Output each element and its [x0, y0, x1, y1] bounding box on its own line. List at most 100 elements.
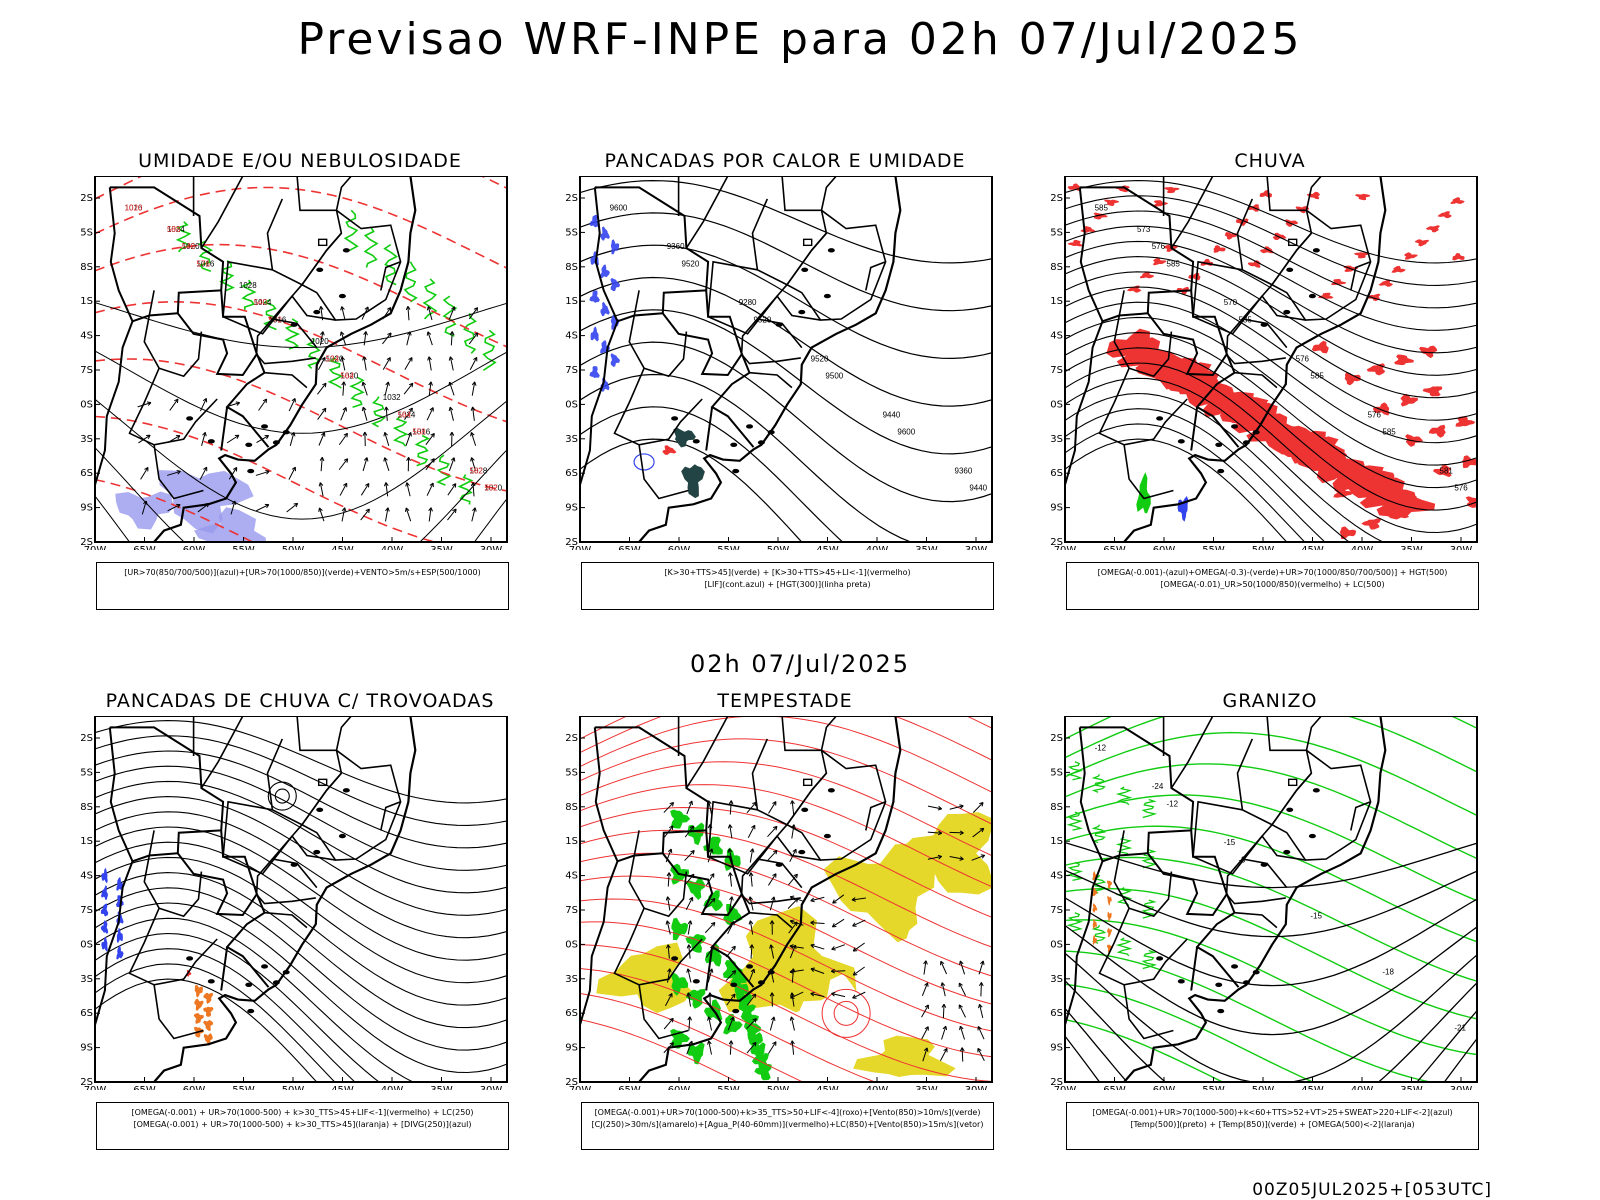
lat-tick-label: 21S — [1050, 296, 1063, 307]
lon-tick-label: 55W — [717, 1085, 740, 1090]
contour-label: 1016 — [412, 427, 430, 436]
contour-label: 1024 — [254, 298, 272, 307]
lon-tick-label: 30W — [1450, 545, 1473, 550]
contour-label: 1016 — [125, 203, 143, 212]
lon-tick-label: 65W — [1103, 545, 1126, 550]
lat-tick-label: 18S — [80, 262, 93, 273]
contour-label: 1024 — [398, 410, 416, 419]
lon-tick-label: 60W — [183, 545, 206, 550]
lon-tick-label: 45W — [1301, 1085, 1324, 1090]
contour-label: 570 — [1224, 298, 1238, 307]
contour-label: 585 — [1382, 427, 1396, 436]
lat-tick-label: 30S — [1050, 939, 1063, 950]
contour-label: 1020 — [125, 203, 143, 212]
contour-label: -21 — [1454, 1024, 1466, 1033]
panel-legend: [UR>70(850/700/500)](azul)+[UR>70(1000/8… — [96, 562, 509, 610]
lat-tick-label: 15S — [80, 767, 93, 778]
lat-tick-label: 18S — [565, 802, 578, 813]
panel-pancadas-trovoadas: PANCADAS DE CHUVA C/ TROVOADAS 12S 15S 18S… — [80, 690, 540, 1170]
contour-label: -24 — [1152, 782, 1164, 791]
contour-label: 576 — [1368, 410, 1382, 419]
contour-label: 573 — [1137, 225, 1151, 234]
lat-tick-label: 15S — [1050, 767, 1063, 778]
lon-tick-label: 40W — [866, 1085, 889, 1090]
panel-title: CHUVA — [1234, 150, 1306, 172]
lat-tick-label: 27S — [80, 905, 93, 916]
contour-label: 1028 — [470, 466, 488, 475]
lat-tick-label: 30S — [565, 399, 578, 410]
lat-tick-label: 36S — [1050, 468, 1063, 479]
contour-label: 1016 — [197, 259, 215, 268]
lat-tick-label: 21S — [565, 836, 578, 847]
lat-tick-label: 24S — [1050, 331, 1063, 342]
lon-tick-label: 65W — [133, 545, 156, 550]
panel-title: GRANIZO — [1222, 690, 1318, 712]
lon-tick-label: 70W — [1054, 545, 1077, 550]
contour-label: 576 — [197, 259, 211, 268]
contour-label: 9360 — [667, 242, 685, 251]
lon-tick-label: 60W — [668, 1085, 691, 1090]
lon-tick-label: 60W — [183, 1085, 206, 1090]
panel-title: UMIDADE E/OU NEBULOSIDADE — [138, 150, 462, 172]
lat-tick-label: 30S — [80, 939, 93, 950]
lat-tick-label: 33S — [565, 974, 578, 985]
lat-tick-label: 30S — [1050, 399, 1063, 410]
lat-tick-label: 42S — [80, 1077, 93, 1088]
contour-label: 1024 — [167, 225, 185, 234]
lat-tick-label: 21S — [565, 296, 578, 307]
map: 12S 15S 18S 21S 24S 27S 30S 33S 36S 39S 42S70W 65W 6… — [80, 716, 508, 1090]
lon-tick-label: 35W — [430, 1085, 453, 1090]
lat-tick-label: 24S — [80, 871, 93, 882]
legend-line: [LIF](cont.azul) + [HGT(300)](linha pret… — [704, 580, 871, 589]
lat-tick-label: 24S — [1050, 871, 1063, 882]
lat-tick-label: 42S — [1050, 1077, 1063, 1088]
contour-label: 534 — [326, 354, 340, 363]
panel-legend: [OMEGA(-0.001)-(azul)+OMEGA(-0.3)-(verde… — [1066, 562, 1479, 610]
lon-tick-label: 50W — [282, 545, 305, 550]
contour-label: 9600 — [610, 203, 628, 212]
lat-tick-label: 33S — [1050, 974, 1063, 985]
lat-tick-label: 30S — [80, 399, 93, 410]
panel-chuva: CHUVA 585 585 585 585 585 576 576 570 576 576 581 5… — [1050, 150, 1510, 630]
page-title: Previsao WRF-INPE para 02h 07/Jul/2025 — [297, 14, 1303, 65]
lat-tick-label: 27S — [565, 365, 578, 376]
lon-tick-label: 35W — [915, 545, 938, 550]
map: -12-12-9-15-18-21-24-1512S15S18S21S24S27… — [1050, 716, 1478, 1090]
legend-line: [UR>70(850/700/500)](azul)+[UR>70(1000/8… — [124, 568, 481, 577]
panel-granizo: GRANIZO -12-12-9-15-18-21-24-1512S15S18S… — [1050, 690, 1510, 1170]
legend-line: [K>30+TTS>45](verde) + [K>30+TTS>45+LI<-… — [664, 568, 911, 577]
contour-label: 576 — [1152, 242, 1166, 251]
contour-label: 9440 — [969, 484, 987, 493]
lon-tick-label: 40W — [1351, 1085, 1374, 1090]
contour-label: 9280 — [739, 298, 757, 307]
lon-tick-label: 45W — [816, 1085, 839, 1090]
lat-tick-label: 18S — [565, 262, 578, 273]
contour-label: -15 — [1310, 911, 1322, 920]
lat-tick-label: 15S — [80, 227, 93, 238]
lat-tick-label: 39S — [565, 503, 578, 514]
panel-legend: [OMEGA(-0.001) + UR>70(1000-500) + k>30_… — [96, 1102, 509, 1150]
legend-line: [OMEGA(-0.001)+UR>70(1000-500)+k<60+TTS>… — [1092, 1108, 1453, 1117]
map: 12S 15S 18S 21S 24S 27S 30S 33S 36S 39S 42S70W 65W 6… — [565, 716, 993, 1090]
panel-legend: [OMEGA(-0.001)+UR>70(1000-500)+k<60+TTS>… — [1066, 1102, 1479, 1150]
lat-tick-label: 42S — [565, 1077, 578, 1088]
lon-tick-label: 45W — [331, 545, 354, 550]
lat-tick-label: 42S — [80, 537, 93, 548]
lat-tick-label: 33S — [1050, 434, 1063, 445]
run-time-label: 00Z05JUL2025+[053UTC] — [1252, 1180, 1492, 1200]
panel-tempestade: TEMPESTADE 12S 15S 18S 21S 24S 27S 30S 33S 36S 39… — [565, 690, 1025, 1170]
lat-tick-label: 30S — [565, 939, 578, 950]
lon-tick-label: 50W — [1252, 1085, 1275, 1090]
contour-label: 576 — [1454, 484, 1468, 493]
map: 1016101610161020101610201020102410201024… — [80, 176, 508, 550]
lat-tick-label: 27S — [80, 365, 93, 376]
lat-tick-label: 21S — [80, 836, 93, 847]
lon-tick-label: 50W — [767, 1085, 790, 1090]
panel-title: PANCADAS DE CHUVA C/ TROVOADAS — [105, 690, 495, 712]
lon-tick-label: 50W — [767, 545, 790, 550]
contour-label: 585 — [1095, 203, 1109, 212]
lon-tick-label: 35W — [430, 545, 453, 550]
lat-tick-label: 27S — [1050, 905, 1063, 916]
lon-tick-label: 40W — [1351, 545, 1374, 550]
lat-tick-label: 33S — [80, 974, 93, 985]
